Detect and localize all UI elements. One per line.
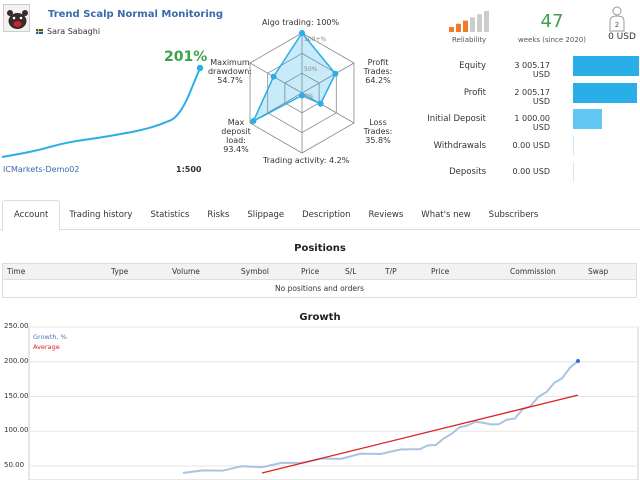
growth-percent: 201%	[164, 49, 208, 65]
col-tp: T/P	[385, 267, 397, 276]
radar-chart: 100+% 50% 0%	[249, 30, 355, 154]
radar-scale-50: 50%	[304, 66, 318, 73]
radar-label-activity: Trading activity: 4.2%	[263, 156, 350, 165]
col-swap: Swap	[588, 267, 609, 276]
col-sl: S/L	[345, 267, 357, 276]
reliability-bar	[463, 20, 468, 32]
radar-point-profit	[332, 70, 339, 77]
legend-growth: Growth, %	[33, 333, 67, 341]
subscribers-value: 0 USD	[608, 32, 636, 42]
mini-growth-line	[1, 67, 201, 158]
stat-value-profit: 2 005.17 USD	[514, 87, 550, 106]
reliability-bars-icon	[449, 11, 489, 32]
tab-slippage[interactable]: Slippage	[247, 209, 285, 220]
average-series-line	[261, 394, 579, 474]
author-row: Sara Sabaghi	[36, 27, 100, 36]
stat-value-deposits: 0.00 USD	[512, 167, 550, 176]
radar-points	[250, 30, 339, 125]
tab-bar: Account Trading history Statistics Risks…	[0, 199, 640, 231]
col-volume: Volume	[172, 267, 200, 276]
reliability-bar	[470, 17, 475, 32]
stat-value-withdrawals: 0.00 USD	[512, 140, 550, 150]
positions-header: Time Type Volume Symbol Price S/L T/P Pr…	[3, 264, 636, 280]
mini-growth-endpoint	[196, 64, 204, 72]
subscribers-icon: 2	[607, 6, 627, 32]
bear-logo-icon	[4, 5, 29, 31]
account-stats: Equity 3 005.17 USD Profit 2 005.17 USD Init…	[416, 56, 640, 186]
weeks-label: weeks (since 2020)	[518, 36, 586, 44]
stat-value-equity: 3 005.17 USD	[514, 61, 550, 79]
radar-point-drawdown	[270, 73, 277, 80]
reliability-bar	[477, 14, 482, 32]
stat-bar-initial-deposit	[573, 109, 603, 129]
stat-bar-profit	[573, 82, 638, 103]
growth-series-line	[182, 360, 579, 474]
reliability-bar	[456, 23, 461, 32]
radar-spoke	[301, 62, 355, 94]
positions-table: Time Type Volume Symbol Price S/L T/P Pr…	[2, 263, 637, 298]
growth-y-tick: 250.00	[4, 322, 29, 330]
broker-link[interactable]: ICMarkets-Demo02	[3, 165, 80, 174]
leverage-value: 1:500	[176, 165, 202, 174]
radar-point-loss	[317, 100, 324, 107]
growth-y-tick: 150.00	[4, 391, 29, 400]
growth-chart	[28, 326, 639, 480]
col-commission: Commission	[510, 267, 556, 276]
growth-y-tick: 50.00	[4, 461, 25, 469]
col-price-open: Price	[301, 267, 320, 276]
subscribers-badge: 2	[615, 21, 619, 29]
radar-label-load: Max deposit load: 93.4%	[221, 118, 251, 154]
weeks-count: 47	[540, 11, 564, 32]
stat-label-withdrawals: Withdrawals	[433, 140, 486, 151]
positions-empty: No positions and orders	[275, 284, 364, 293]
growth-series-endpoint	[576, 359, 580, 364]
mini-growth-chart	[1, 64, 204, 158]
col-price-current: Price	[431, 267, 450, 276]
radar-label-algo: Algo trading: 100%	[262, 18, 340, 27]
reliability-label: Reliability	[452, 36, 487, 44]
radar-label-profit: Profit Trades: 64.2%	[363, 58, 393, 85]
stat-bar-deposits	[573, 162, 574, 182]
legend-average: Average	[33, 343, 60, 351]
stat-label-equity: Equity	[459, 61, 486, 71]
stat-value-initial-deposit: 1 000.00 USD	[514, 114, 550, 132]
growth-title: Growth	[299, 312, 341, 323]
stat-label-profit: Profit	[463, 87, 486, 98]
tab-reviews[interactable]: Reviews	[368, 209, 404, 220]
growth-y-tick: 200.00	[4, 356, 29, 365]
signal-title[interactable]: Trend Scalp Normal Monitoring	[48, 9, 224, 20]
stat-label-initial-deposit: Initial Deposit	[427, 114, 486, 124]
tab-subscribers[interactable]: Subscribers	[488, 209, 539, 220]
tab-trading-history[interactable]: Trading history	[69, 209, 133, 220]
sweden-flag-icon	[36, 29, 43, 34]
reliability-bar	[484, 11, 489, 32]
signal-avatar[interactable]	[3, 4, 30, 32]
stat-label-deposits: Deposits	[449, 167, 486, 177]
author-name[interactable]: Sara Sabaghi	[47, 27, 101, 36]
tab-whats-new[interactable]: What's new	[421, 209, 471, 220]
tab-statistics[interactable]: Statistics	[150, 209, 190, 220]
radar-label-drawdown: Maximum drawdown: 54.7%	[207, 58, 253, 85]
stat-bar-withdrawals	[573, 135, 574, 156]
col-time: Time	[7, 267, 26, 276]
radar-label-loss: Loss Trades: 35.8%	[363, 118, 393, 145]
col-symbol: Symbol	[241, 267, 269, 276]
radar-point-activity	[299, 92, 305, 99]
tab-risks[interactable]: Risks	[207, 209, 230, 220]
stat-bar-equity	[573, 56, 639, 76]
radar-scale-100: 100+%	[304, 36, 326, 43]
positions-title: Positions	[294, 243, 346, 254]
radar-area	[251, 31, 337, 123]
radar-spoke	[301, 92, 355, 124]
growth-y-tick: 100.00	[4, 426, 29, 435]
radar-scale-0: 0%	[304, 93, 314, 100]
col-type: Type	[111, 267, 129, 276]
radar-point-load	[250, 118, 257, 125]
tab-account[interactable]: Account	[2, 199, 61, 231]
tab-description[interactable]: Description	[302, 209, 351, 220]
reliability-bar	[449, 27, 454, 32]
radar-point-algo	[299, 30, 305, 36]
